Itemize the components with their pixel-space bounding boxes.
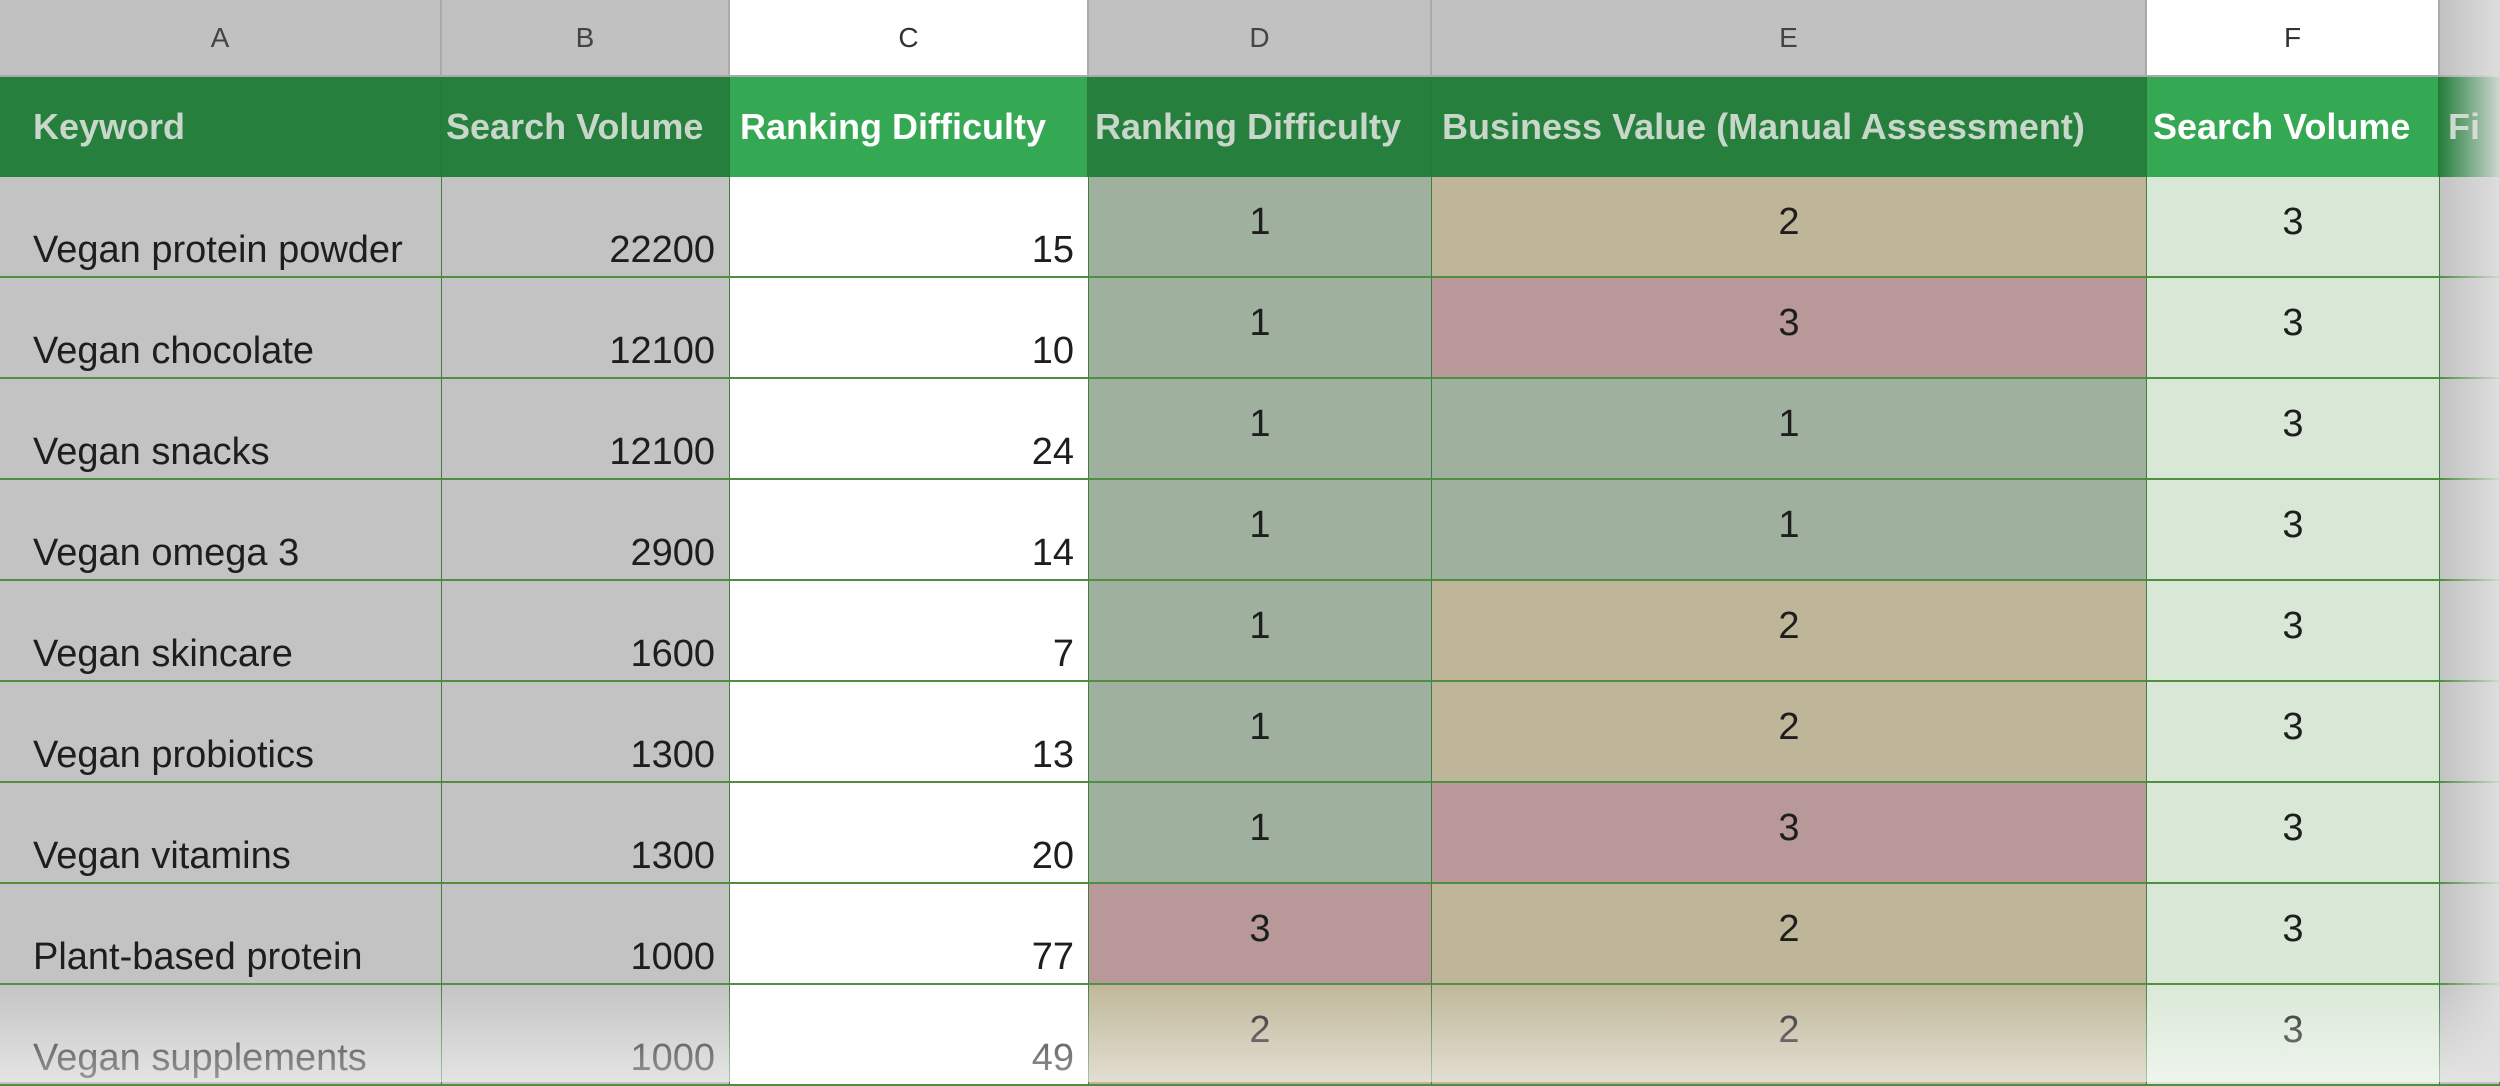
ranking-difficulty-cell[interactable]: 77 <box>730 884 1089 985</box>
ranking-difficulty-score-cell[interactable]: 1 <box>1089 480 1432 581</box>
search-volume-score-cell[interactable]: 3 <box>2147 682 2440 783</box>
ranking-difficulty-cell[interactable]: 10 <box>730 278 1089 379</box>
business-value-cell[interactable]: 1 <box>1432 480 2147 581</box>
header-final-score[interactable]: Fi <box>2440 77 2500 177</box>
keyword-cell[interactable]: Vegan vitamins <box>0 783 442 884</box>
keyword-cell[interactable]: Vegan skincare <box>0 581 442 682</box>
ranking-difficulty-score-cell[interactable]: 1 <box>1089 581 1432 682</box>
ranking-difficulty-cell[interactable]: 15 <box>730 177 1089 278</box>
search-volume-score-cell[interactable]: 3 <box>2147 581 2440 682</box>
keyword-cell[interactable]: Vegan chocolate <box>0 278 442 379</box>
keyword-cell[interactable]: Vegan supplements <box>0 985 442 1086</box>
ranking-difficulty-cell[interactable]: 7 <box>730 581 1089 682</box>
search-volume-cell[interactable]: 12100 <box>442 278 730 379</box>
final-score-cell[interactable] <box>2440 379 2500 480</box>
ranking-difficulty-score-cell[interactable]: 1 <box>1089 278 1432 379</box>
ranking-difficulty-score-cell[interactable]: 3 <box>1089 884 1432 985</box>
column-header-a[interactable]: A <box>0 0 442 77</box>
business-value-cell[interactable]: 3 <box>1432 278 2147 379</box>
final-score-cell[interactable] <box>2440 985 2500 1086</box>
keyword-cell[interactable]: Vegan snacks <box>0 379 442 480</box>
final-score-cell[interactable] <box>2440 278 2500 379</box>
search-volume-cell[interactable]: 12100 <box>442 379 730 480</box>
keyword-cell[interactable]: Vegan protein powder <box>0 177 442 278</box>
business-value-cell[interactable]: 3 <box>1432 783 2147 884</box>
business-value-cell[interactable]: 2 <box>1432 884 2147 985</box>
search-volume-cell[interactable]: 1300 <box>442 682 730 783</box>
business-value-cell[interactable]: 2 <box>1432 581 2147 682</box>
search-volume-cell[interactable]: 1600 <box>442 581 730 682</box>
ranking-difficulty-score-cell[interactable]: 2 <box>1089 985 1432 1086</box>
business-value-cell[interactable]: 2 <box>1432 985 2147 1086</box>
ranking-difficulty-cell[interactable]: 49 <box>730 985 1089 1086</box>
header-search-volume[interactable]: Search Volume <box>442 77 730 177</box>
keyword-cell[interactable]: Vegan omega 3 <box>0 480 442 581</box>
column-header-e[interactable]: E <box>1432 0 2147 77</box>
search-volume-score-cell[interactable]: 3 <box>2147 985 2440 1086</box>
final-score-cell[interactable] <box>2440 581 2500 682</box>
keyword-cell[interactable]: Plant-based protein <box>0 884 442 985</box>
column-header-f[interactable]: F <box>2147 0 2440 77</box>
search-volume-score-cell[interactable]: 3 <box>2147 278 2440 379</box>
ranking-difficulty-score-cell[interactable]: 1 <box>1089 177 1432 278</box>
search-volume-score-cell[interactable]: 3 <box>2147 480 2440 581</box>
ranking-difficulty-cell[interactable]: 20 <box>730 783 1089 884</box>
ranking-difficulty-cell[interactable]: 13 <box>730 682 1089 783</box>
search-volume-cell[interactable]: 22200 <box>442 177 730 278</box>
header-keyword[interactable]: Keyword <box>0 77 442 177</box>
column-header-c[interactable]: C <box>730 0 1089 77</box>
ranking-difficulty-score-cell[interactable]: 1 <box>1089 682 1432 783</box>
header-business-value[interactable]: Business Value (Manual Assessment) <box>1432 77 2147 177</box>
header-ranking-difficulty-score[interactable]: Ranking Difficulty <box>1089 77 1432 177</box>
final-score-cell[interactable] <box>2440 783 2500 884</box>
ranking-difficulty-score-cell[interactable]: 1 <box>1089 379 1432 480</box>
column-header-b[interactable]: B <box>442 0 730 77</box>
search-volume-cell[interactable]: 1000 <box>442 884 730 985</box>
ranking-difficulty-score-cell[interactable]: 1 <box>1089 783 1432 884</box>
search-volume-cell[interactable]: 1000 <box>442 985 730 1086</box>
search-volume-cell[interactable]: 2900 <box>442 480 730 581</box>
keyword-cell[interactable]: Vegan probiotics <box>0 682 442 783</box>
final-score-cell[interactable] <box>2440 177 2500 278</box>
search-volume-score-cell[interactable]: 3 <box>2147 783 2440 884</box>
search-volume-cell[interactable]: 1300 <box>442 783 730 884</box>
business-value-cell[interactable]: 2 <box>1432 177 2147 278</box>
ranking-difficulty-cell[interactable]: 14 <box>730 480 1089 581</box>
business-value-cell[interactable]: 1 <box>1432 379 2147 480</box>
column-header-g[interactable] <box>2440 0 2500 77</box>
column-header-d[interactable]: D <box>1089 0 1432 77</box>
final-score-cell[interactable] <box>2440 682 2500 783</box>
search-volume-score-cell[interactable]: 3 <box>2147 177 2440 278</box>
ranking-difficulty-cell[interactable]: 24 <box>730 379 1089 480</box>
header-search-volume-score[interactable]: Search Volume <box>2147 77 2440 177</box>
header-ranking-difficulty[interactable]: Ranking Difficulty <box>730 77 1089 177</box>
final-score-cell[interactable] <box>2440 884 2500 985</box>
final-score-cell[interactable] <box>2440 480 2500 581</box>
search-volume-score-cell[interactable]: 3 <box>2147 884 2440 985</box>
business-value-cell[interactable]: 2 <box>1432 682 2147 783</box>
search-volume-score-cell[interactable]: 3 <box>2147 379 2440 480</box>
